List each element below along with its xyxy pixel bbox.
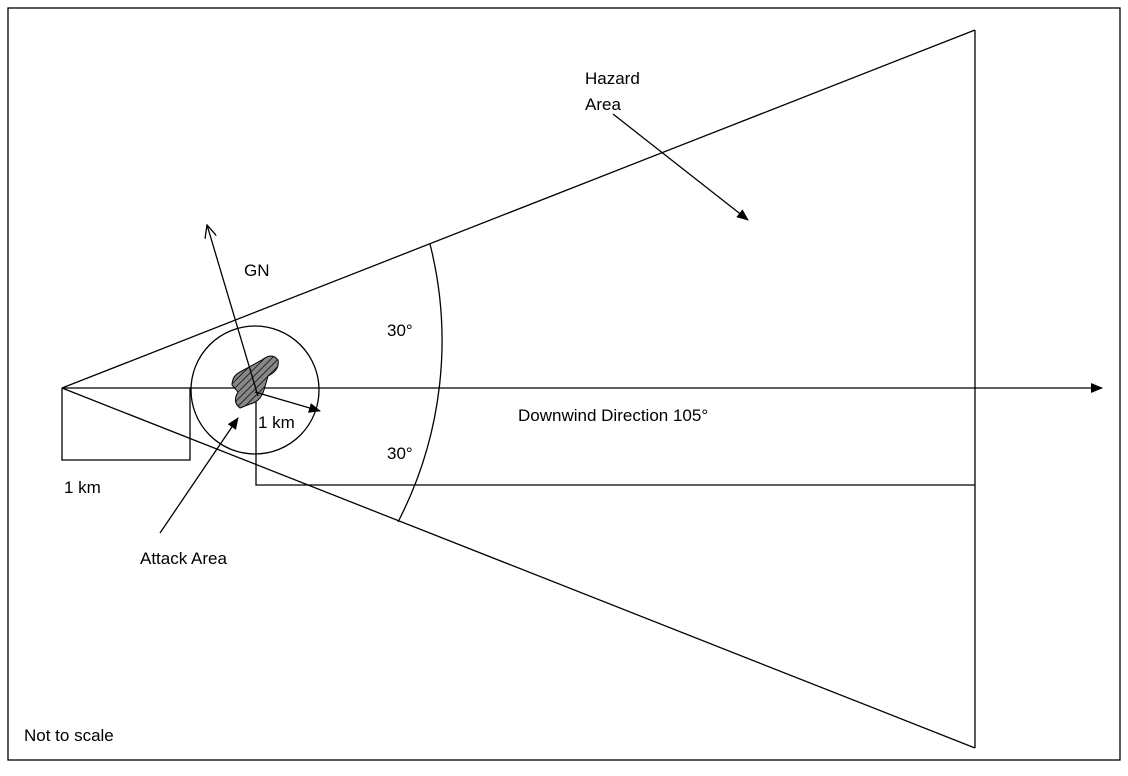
downwind-label: Downwind Direction 105° bbox=[518, 406, 708, 425]
sector-upper-edge bbox=[61, 29, 976, 389]
angle-label: 30° bbox=[387, 444, 413, 463]
radius-arrow bbox=[254, 391, 321, 413]
radius-label: 1 km bbox=[258, 413, 295, 432]
hazard-label: Hazard bbox=[585, 69, 640, 88]
hazard-label: Area bbox=[585, 95, 621, 114]
note-label: Not to scale bbox=[24, 726, 114, 745]
angle-arc bbox=[397, 243, 443, 523]
attack-circle bbox=[190, 325, 320, 455]
offset-label: 1 km bbox=[64, 478, 101, 497]
attack-blob bbox=[231, 355, 279, 409]
angle-label: 30° bbox=[387, 321, 413, 340]
sector-lower-edge bbox=[61, 387, 976, 749]
left-offset-box bbox=[61, 388, 191, 461]
right-offset-box bbox=[255, 392, 975, 486]
hazard-area-arrow bbox=[612, 113, 749, 221]
border bbox=[7, 7, 1121, 761]
attack-area-label: Attack Area bbox=[140, 549, 227, 568]
gn-label: GN bbox=[244, 261, 270, 280]
attack-area-arrow bbox=[159, 417, 239, 534]
grid-north-arrow bbox=[207, 225, 259, 397]
